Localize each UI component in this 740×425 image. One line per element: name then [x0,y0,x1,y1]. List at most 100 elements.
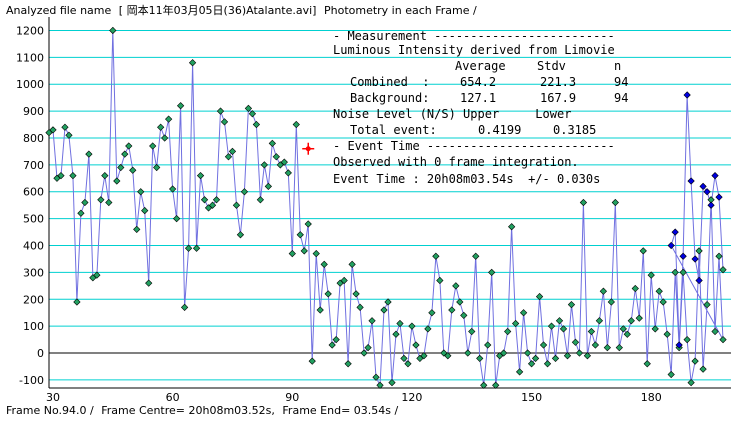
data-point [711,327,719,336]
x-tick-label: 30 [46,391,60,404]
data-point [356,303,364,311]
y-tick-label: 0 [37,347,44,360]
event-header: - Event Time -------------------------- [333,139,615,153]
data-point [200,196,209,204]
data-point [85,150,93,158]
y-tick-label: 1100 [16,51,44,64]
data-point [476,354,484,363]
data-point [220,118,229,126]
data-point [65,131,73,139]
data-point [448,306,456,314]
data-point [133,225,141,234]
data-point [248,110,257,118]
combined-n: 94 [614,75,628,89]
data-point [567,301,576,309]
data-point [348,260,356,268]
data-point [129,166,137,174]
data-point [512,319,520,328]
marker-dot [305,146,311,152]
total-upper: 0.4199 [478,123,521,137]
data-point [288,249,296,258]
data-point [635,314,643,322]
data-point [105,198,113,207]
data-point [256,196,265,204]
data-point [480,381,488,389]
data-point [639,247,647,255]
data-point [324,290,332,298]
data-point [392,330,400,338]
data-point [519,309,528,317]
data-point [69,171,77,180]
data-point [647,271,655,279]
data-point [97,196,105,204]
data-point [583,352,592,360]
data-point [492,381,500,389]
data-points [45,26,727,389]
data-point [153,163,161,172]
data-point [703,188,711,196]
data-point [615,344,623,352]
data-point [484,341,492,349]
frame-end: Frame End= 03.54s / [282,404,399,417]
data-point [444,352,452,360]
col-n: n [614,59,621,73]
data-point [436,276,444,285]
data-point [643,360,651,368]
data-point [304,220,312,228]
combined-stdv: 221.3 [540,75,576,89]
data-point [468,327,476,336]
data-point [360,349,368,357]
y-tick-label: 800 [23,132,44,145]
data-point [523,349,532,357]
x-tick-labels: 30 60 90 120 150 180 [46,391,662,404]
data-point [679,252,687,260]
data-point [472,252,480,260]
data-point [228,147,237,156]
y-tick-label: 900 [23,105,44,118]
data-point [420,352,428,360]
data-point [659,298,667,306]
series-line [48,30,724,388]
data-point [125,142,133,150]
y-tick-label: -100 [19,374,44,387]
data-point [619,325,627,333]
background-avg: 127.1 [460,91,496,105]
footer: Frame No.94.0 / Frame Centre= 20h08m03.5… [6,404,402,417]
data-point [344,360,352,368]
data-point [236,231,245,239]
data-point [280,158,288,166]
data-point [412,341,420,349]
event-marker [302,142,315,155]
col-stdv: Stdv [537,59,566,73]
data-point [49,126,57,134]
data-point [456,298,464,306]
data-point [587,327,596,336]
event-time-text: Event Time : 20h08m03.54s +/- 0.030s [333,172,600,186]
header: Analyzed file name [ 岡本11年03月05日(36)Atal… [6,2,481,18]
data-point [695,247,703,255]
measurement-panel: - Measurement ------------------------- … [333,29,628,186]
data-point [161,134,169,142]
data-point [575,349,584,357]
data-point [599,287,607,295]
data-point [663,330,671,338]
data-point [312,249,320,258]
y-tick-label: 500 [23,213,44,226]
data-point [460,311,468,320]
data-point [113,177,121,185]
data-point [531,354,540,363]
data-point [240,188,249,196]
total-label: Total event: [350,123,437,137]
y-tick-label: 1200 [16,24,44,37]
data-point [400,354,408,363]
data-point [268,139,276,147]
data-point [396,319,404,328]
data-point [603,344,611,352]
data-point [77,209,85,217]
data-point [715,193,723,201]
data-point [711,171,719,180]
data-point [623,330,631,338]
data-point [384,298,392,306]
data-point [551,354,560,363]
mode-label: Photometry in each Frame / [323,4,477,17]
